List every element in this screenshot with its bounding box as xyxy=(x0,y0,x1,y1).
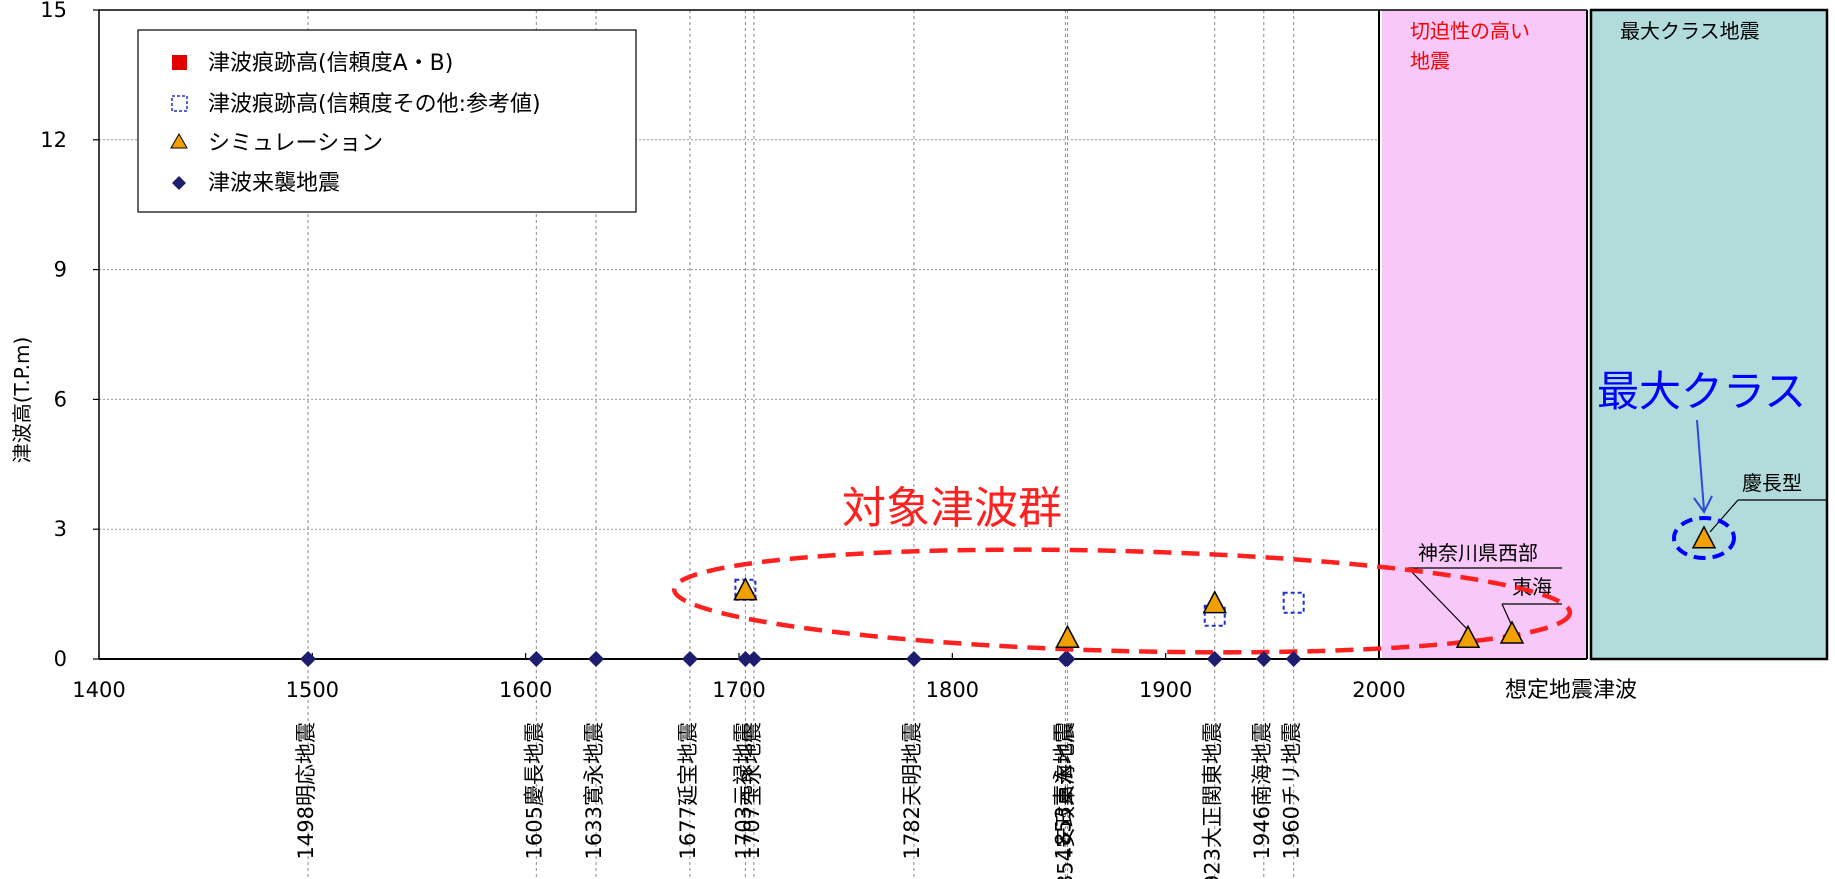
y-tick-label: 9 xyxy=(54,258,67,282)
reference-height-marker xyxy=(1282,591,1305,614)
legend-marker-filled-square xyxy=(172,55,187,70)
earthquake-label: 1605慶長地震 xyxy=(522,722,546,859)
x-tick-label: 1600 xyxy=(499,678,552,702)
y-tick-label: 15 xyxy=(40,0,67,22)
y-tick-label: 0 xyxy=(54,647,67,671)
simulation-marker xyxy=(1455,624,1481,649)
y-tick-label: 6 xyxy=(54,387,67,411)
region-imminent-panel xyxy=(1382,10,1587,659)
region-title-max-class: 最大クラス地震 xyxy=(1620,19,1760,43)
earthquake-marker xyxy=(528,651,545,667)
x-tick-label: 1700 xyxy=(712,678,765,702)
legend: 津波痕跡高(信頼度A・B) 津波痕跡高(信頼度その他:参考値) シミュレーション… xyxy=(137,29,637,213)
earthquake-marker xyxy=(300,651,317,667)
x-extra-label: 想定地震津波 xyxy=(1505,678,1637,703)
earthquake-marker xyxy=(588,651,605,667)
earthquake-label: 1960チリ地震 xyxy=(1280,722,1304,859)
legend-box xyxy=(137,29,637,213)
region-title-imminent-line2: 地震 xyxy=(1410,49,1450,73)
max-class-label: 最大クラス xyxy=(1597,367,1806,416)
label-kanagawa-west: 神奈川県西部 xyxy=(1418,541,1538,565)
legend-label-0: 津波痕跡高(信頼度A・B) xyxy=(208,51,453,76)
x-tick-label: 1900 xyxy=(1139,678,1192,702)
region-titles: 切迫性の高い 地震 最大クラス地震 xyxy=(1410,19,1760,73)
earthquake-marker xyxy=(1255,651,1272,667)
earthquake-label: 1703元禄地震 xyxy=(731,722,755,859)
axis-labels: 津波高(T.P.m) 想定地震津波 xyxy=(10,337,1637,703)
earthquake-label: 1946南海地震 xyxy=(1250,722,1274,859)
axes: 1400 1500 1600 1700 1800 1900 2000 0 3 6 9 12 15 xyxy=(40,0,1829,702)
y-axis-title: 津波高(T.P.m) xyxy=(10,337,34,464)
data-points xyxy=(300,525,1717,667)
earthquake-labels: 1498明応地震 1605慶長地震 1633寛永地震 1677延宝地震 1703元禄地震… xyxy=(294,722,1304,879)
earthquake-marker xyxy=(681,651,698,667)
leader-kanagawa-west-diag xyxy=(1407,567,1469,631)
y-tick-label: 12 xyxy=(40,128,67,152)
legend-marker-triangle xyxy=(170,132,188,149)
x-tick-label: 1500 xyxy=(286,678,339,702)
legend-label-2: シミュレーション xyxy=(208,131,383,156)
earthquake-marker xyxy=(1285,651,1302,667)
simulation-marker xyxy=(1691,525,1717,549)
earthquake-label: 1782天明地震 xyxy=(900,722,924,859)
x-tick-label: 2000 xyxy=(1352,678,1405,702)
max-class-arrow xyxy=(1696,419,1705,511)
max-class-ellipse xyxy=(1672,516,1736,560)
scenario-regions xyxy=(1382,10,1827,659)
region-title-imminent-line1: 切迫性の高い xyxy=(1410,19,1530,43)
simulation-marker xyxy=(1055,624,1080,649)
legend-marker-dashed-square xyxy=(171,95,188,112)
annotations: 対象津波群 最大クラス xyxy=(671,367,1806,655)
legend-marker-diamond xyxy=(172,176,186,190)
earthquake-marker xyxy=(1206,651,1223,667)
simulation-marker xyxy=(1202,590,1227,614)
simulation-marker xyxy=(1499,620,1525,644)
earthquake-label: 1854安政東海地震 xyxy=(1054,722,1078,879)
earthquake-label: 1853嘉永地震 xyxy=(1051,722,1075,859)
leader-keicho-diag xyxy=(1709,499,1739,533)
earthquake-marker xyxy=(745,651,762,667)
earthquake-label: 1633寛永地震 xyxy=(582,722,606,859)
x-tick-label: 1400 xyxy=(72,678,125,702)
target-tsunami-ellipse xyxy=(671,547,1573,655)
earthquake-label: 1677延宝地震 xyxy=(676,722,700,859)
earthquake-marker xyxy=(905,651,922,667)
simulation-marker xyxy=(733,577,758,601)
x-tick-label: 1800 xyxy=(926,678,979,702)
legend-label-1: 津波痕跡高(信頼度その他:参考値) xyxy=(208,92,541,117)
earthquake-label: 1923大正関東地震 xyxy=(1201,722,1225,879)
region-max-class-panel xyxy=(1591,10,1827,659)
y-tick-label: 3 xyxy=(54,517,67,541)
earthquake-marker xyxy=(1059,651,1076,667)
earthquake-label: 1707宝永地震 xyxy=(740,722,764,859)
label-keicho-type: 慶長型 xyxy=(1742,471,1802,495)
max-class-border xyxy=(1589,8,1829,661)
earthquake-marker xyxy=(737,651,754,667)
target-tsunami-label: 対象津波群 xyxy=(842,483,1062,534)
leader-tokai-diag xyxy=(1501,603,1513,627)
legend-label-3: 津波来襲地震 xyxy=(208,171,340,196)
max-class-arrowhead xyxy=(1693,495,1713,514)
earthquake-label: 1498明応地震 xyxy=(294,722,318,859)
